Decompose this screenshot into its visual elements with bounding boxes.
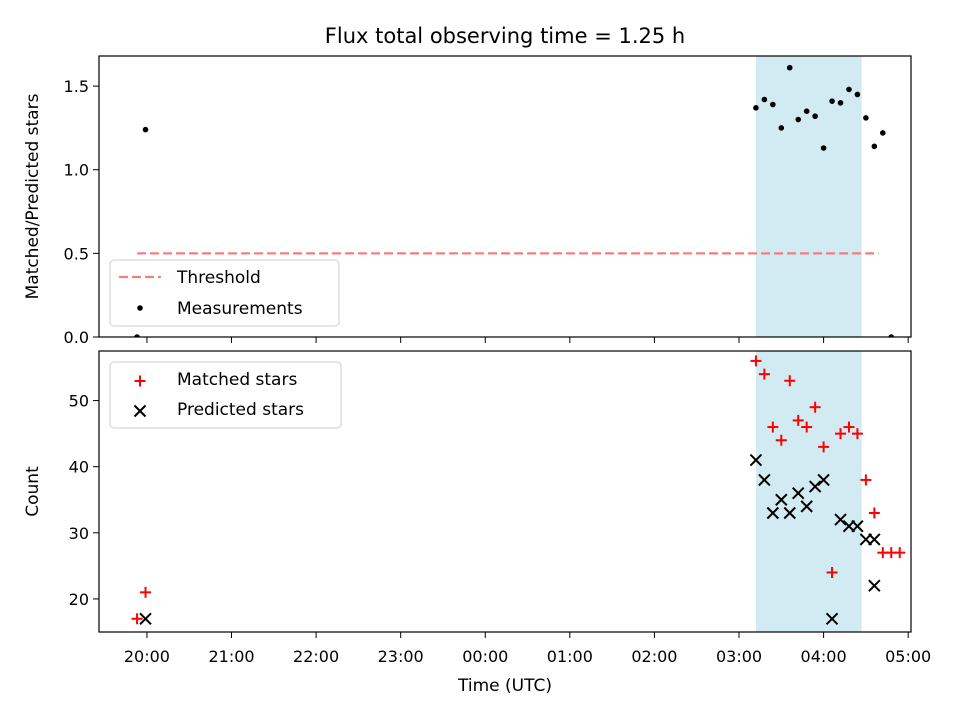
y-tick-label: 1.5 — [64, 77, 89, 96]
y-tick-label: 0.5 — [64, 244, 89, 263]
measurement-point — [786, 64, 793, 71]
measurement-point — [820, 145, 827, 151]
matched-star-marker — [801, 421, 813, 433]
matched-star-marker — [851, 428, 863, 440]
legend-box — [109, 259, 340, 327]
x-tick-label: 05:00 — [885, 647, 931, 666]
measurement-point — [846, 86, 852, 93]
measurement-point — [134, 334, 140, 337]
measurement-point — [753, 105, 759, 111]
x-axis-label: Time (UTC) — [457, 676, 552, 696]
predicted-star-marker — [775, 493, 788, 506]
x-tick-label: 01:00 — [547, 647, 593, 666]
x-tick-label: 20:00 — [124, 647, 170, 666]
x-tick-label: 04:00 — [801, 647, 847, 666]
legend-label: Predicted stars — [177, 400, 304, 420]
matched-star-marker — [775, 434, 787, 446]
measurement-point — [142, 126, 149, 133]
y-axis-label: Count — [23, 466, 43, 517]
x-tick-label: 22:00 — [293, 647, 339, 666]
predicted-star-marker — [139, 612, 152, 625]
figure-title: Flux total observing time = 1.25 h — [325, 24, 685, 48]
legend-label: Measurements — [177, 299, 303, 319]
matched-star-marker — [868, 507, 880, 519]
measurement-point — [871, 143, 878, 150]
matched-star-marker — [784, 375, 796, 387]
measurement-point — [770, 101, 776, 108]
legend-measurement-swatch — [137, 305, 143, 311]
matched-star-marker — [758, 368, 770, 380]
measurement-point — [761, 96, 768, 103]
predicted-star-marker — [851, 520, 864, 533]
bottom-axes-frame — [98, 350, 912, 633]
y-axis-label: Matched/Predicted stars — [23, 93, 43, 299]
predicted-star-marker — [783, 506, 796, 520]
matched-star-marker — [131, 613, 143, 625]
top-axes-frame — [98, 55, 912, 338]
predicted-star-marker — [766, 506, 780, 520]
measurement-point — [854, 91, 861, 98]
predicted-star-marker — [834, 513, 847, 526]
x-tick-label: 23:00 — [378, 647, 424, 666]
measurement-point — [888, 334, 895, 337]
top-observing-span — [755, 56, 862, 337]
legend-entry-matched: Matched stars — [134, 370, 297, 390]
predicted-star-marker — [800, 500, 813, 513]
x-tick-label: 21:00 — [208, 647, 254, 666]
predicted-star-marker — [868, 579, 881, 592]
x-tick-label: 02:00 — [631, 647, 677, 666]
measurement-point — [778, 125, 785, 131]
matched-star-marker — [860, 474, 872, 486]
predicted-star-marker — [817, 473, 830, 487]
y-tick-label: 0.0 — [64, 328, 89, 347]
x-tick-label: 00:00 — [462, 647, 508, 666]
legend-label: Threshold — [176, 268, 261, 288]
predicted-star-marker — [808, 480, 822, 493]
legend-entry-threshold: Threshold — [119, 268, 261, 288]
y-tick-label: 1.0 — [64, 161, 89, 180]
legend-entry-predicted: Predicted stars — [133, 400, 304, 420]
top-panel: 0.0 0.5 1.0 1.5 Matched/Predicted stars Thres… — [23, 55, 912, 347]
predicted-star-marker — [825, 612, 839, 625]
measurement-point — [829, 98, 835, 104]
predicted-star-marker — [868, 533, 881, 546]
measurement-point — [837, 100, 844, 106]
legend-entry-measurements: Measurements — [137, 299, 303, 319]
matched-star-marker — [843, 421, 855, 433]
legend-box — [109, 361, 342, 429]
matched-star-marker — [140, 586, 152, 598]
measurement-point — [795, 116, 802, 123]
matched-star-marker — [818, 441, 830, 453]
measurement-point — [863, 115, 869, 121]
top-plot-area — [134, 56, 895, 337]
matched-star-marker — [894, 547, 906, 559]
matched-star-marker — [835, 428, 847, 440]
y-tick-label: 40 — [69, 458, 89, 477]
y-tick-label: 50 — [69, 392, 89, 411]
bottom-panel: 20 30 40 50 20:00 21:00 22:00 23:00 00:00 01:00 02… — [23, 350, 931, 696]
bottom-plot-area — [131, 351, 906, 632]
y-tick-label: 30 — [69, 524, 89, 543]
measurement-point — [812, 113, 818, 120]
matched-star-marker — [792, 414, 804, 426]
measurement-point — [803, 108, 810, 114]
bottom-observing-span — [755, 351, 862, 632]
predicted-star-marker — [749, 453, 763, 467]
y-tick-label: 20 — [69, 590, 89, 609]
matched-star-marker — [826, 566, 838, 578]
top-legend: Threshold Measurements — [109, 259, 340, 327]
bottom-legend: Matched stars Predicted stars — [109, 361, 342, 429]
predicted-star-marker — [758, 473, 771, 487]
x-tick-label: 03:00 — [716, 647, 762, 666]
matched-star-marker — [750, 355, 762, 367]
legend-label: Matched stars — [177, 370, 297, 390]
matched-star-marker — [767, 421, 779, 433]
predicted-star-marker — [792, 486, 805, 500]
measurement-point — [880, 130, 886, 136]
matched-star-marker — [809, 401, 821, 413]
